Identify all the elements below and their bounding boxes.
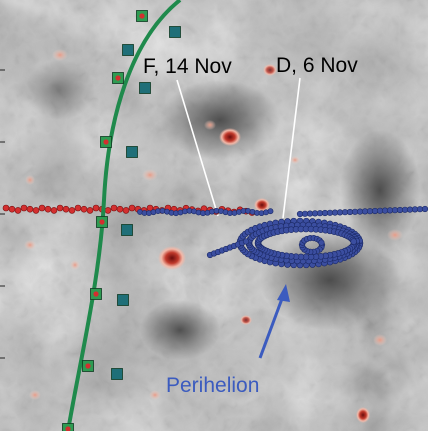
pointer-lines [176, 77, 301, 219]
red-dot [26, 205, 34, 213]
d-label: D, 6 Nov [276, 54, 358, 77]
blue-dot [267, 208, 274, 215]
square-red-center [139, 13, 145, 19]
blue-dot [421, 205, 428, 213]
red-dot [38, 204, 46, 212]
teal-square-marker [139, 82, 151, 94]
red-dot [92, 204, 100, 212]
blue-dot [350, 238, 358, 245]
marker-squares [62, 10, 181, 431]
axis-ticks [0, 69, 5, 359]
square-red-center [103, 139, 109, 145]
blue-dot [242, 238, 250, 245]
teal-square-marker [111, 368, 123, 380]
red-dot [2, 204, 10, 212]
red-dot [74, 204, 82, 212]
square-red-center [99, 219, 105, 225]
green-trajectory-curve [66, 0, 182, 431]
red-dot [32, 207, 40, 214]
square-red-center [115, 75, 121, 81]
square-red-center [93, 291, 99, 297]
f-label: F, 14 Nov [143, 55, 232, 78]
red-dot [8, 205, 16, 213]
red-dot [68, 207, 76, 214]
teal-square-marker [122, 44, 134, 56]
red-dot [44, 205, 52, 213]
red-dot [56, 204, 64, 212]
red-dot [14, 207, 22, 214]
blue-dot [318, 239, 325, 246]
red-dot [86, 207, 94, 214]
red-dot [110, 204, 118, 212]
red-dot [122, 207, 130, 214]
teal-square-marker [117, 294, 129, 306]
red-dot [20, 204, 28, 212]
red-dot [50, 207, 58, 214]
teal-square-marker [169, 26, 181, 38]
perihelion-label: Perihelion [166, 374, 259, 397]
red-dot [128, 204, 136, 212]
square-red-center [85, 363, 91, 369]
red-dot [116, 205, 124, 213]
red-dot [104, 207, 112, 214]
teal-square-marker [126, 146, 138, 158]
perihelion-arrow [258, 284, 290, 359]
red-dot [62, 205, 70, 213]
red-dot [80, 205, 88, 213]
blue-dot-trail [137, 205, 428, 269]
teal-square-marker [121, 224, 133, 236]
square-red-center [65, 426, 71, 431]
